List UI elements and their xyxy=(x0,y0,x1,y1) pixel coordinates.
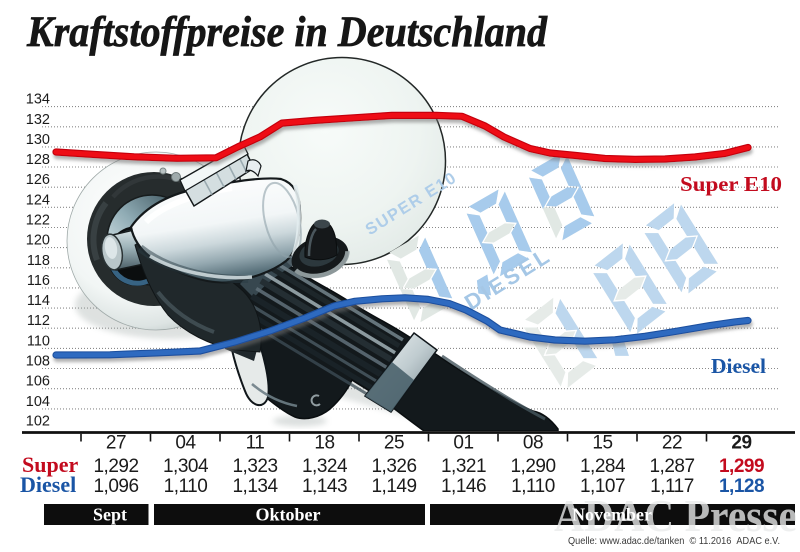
svg-text:110: 110 xyxy=(27,333,50,349)
svg-text:102: 102 xyxy=(26,414,50,430)
svg-text:122: 122 xyxy=(26,213,50,229)
svg-text:1,287: 1,287 xyxy=(649,456,694,477)
svg-text:1,096: 1,096 xyxy=(93,476,138,497)
svg-text:1,146: 1,146 xyxy=(441,476,486,497)
svg-text:108: 108 xyxy=(26,354,50,370)
svg-text:Diesel: Diesel xyxy=(711,354,766,378)
svg-text:1,143: 1,143 xyxy=(302,476,347,497)
svg-text:Super E10: Super E10 xyxy=(680,172,782,196)
svg-text:116: 116 xyxy=(27,273,50,289)
svg-text:Kraftstoffpreise in Deutschlan: Kraftstoffpreise in Deutschland xyxy=(26,9,548,56)
svg-text:1,149: 1,149 xyxy=(371,476,416,497)
svg-text:114: 114 xyxy=(27,293,50,309)
svg-text:1,292: 1,292 xyxy=(93,456,138,477)
svg-text:08: 08 xyxy=(523,432,543,453)
svg-text:Quelle: www.adac.de/tanken ©: Quelle: www.adac.de/tanken © 11.2016 ADA… xyxy=(568,535,780,547)
svg-text:132: 132 xyxy=(26,112,50,128)
svg-text:Sept: Sept xyxy=(93,505,127,525)
svg-text:1,326: 1,326 xyxy=(371,456,416,477)
svg-text:27: 27 xyxy=(106,432,126,453)
svg-text:130: 130 xyxy=(26,132,50,148)
svg-text:134: 134 xyxy=(26,92,50,108)
svg-text:118: 118 xyxy=(27,253,50,269)
svg-text:22: 22 xyxy=(662,432,682,453)
svg-text:01: 01 xyxy=(453,432,473,453)
svg-text:29: 29 xyxy=(731,432,751,453)
svg-text:ADAC Presse: ADAC Presse xyxy=(554,490,797,541)
svg-text:25: 25 xyxy=(384,432,404,453)
svg-text:Oktober: Oktober xyxy=(256,505,321,525)
svg-text:120: 120 xyxy=(26,233,50,249)
svg-text:11: 11 xyxy=(246,432,265,453)
svg-text:112: 112 xyxy=(27,313,50,329)
svg-text:1,110: 1,110 xyxy=(164,476,208,497)
svg-text:104: 104 xyxy=(26,394,50,410)
svg-text:15: 15 xyxy=(592,432,612,453)
svg-text:1,110: 1,110 xyxy=(511,476,555,497)
svg-text:106: 106 xyxy=(26,374,50,390)
svg-text:Super: Super xyxy=(22,452,78,477)
svg-text:18: 18 xyxy=(314,432,334,453)
svg-text:1,323: 1,323 xyxy=(232,456,277,477)
svg-text:04: 04 xyxy=(175,432,196,453)
svg-text:1,321: 1,321 xyxy=(441,456,486,477)
svg-text:1,290: 1,290 xyxy=(510,456,555,477)
svg-text:124: 124 xyxy=(26,192,50,208)
svg-text:November: November xyxy=(572,505,652,525)
svg-text:1,284: 1,284 xyxy=(580,456,626,477)
svg-text:1,304: 1,304 xyxy=(163,456,209,477)
svg-text:1,134: 1,134 xyxy=(232,476,278,497)
svg-text:1,107: 1,107 xyxy=(580,476,625,497)
svg-text:1,299: 1,299 xyxy=(719,456,764,477)
svg-text:1,117: 1,117 xyxy=(650,476,694,497)
svg-text:126: 126 xyxy=(26,172,50,188)
svg-text:ADAC Presse: ADAC Presse xyxy=(554,490,797,541)
svg-text:Diesel: Diesel xyxy=(20,472,76,497)
svg-text:128: 128 xyxy=(26,152,50,168)
svg-text:1,128: 1,128 xyxy=(719,476,764,497)
svg-text:1,324: 1,324 xyxy=(302,456,348,477)
